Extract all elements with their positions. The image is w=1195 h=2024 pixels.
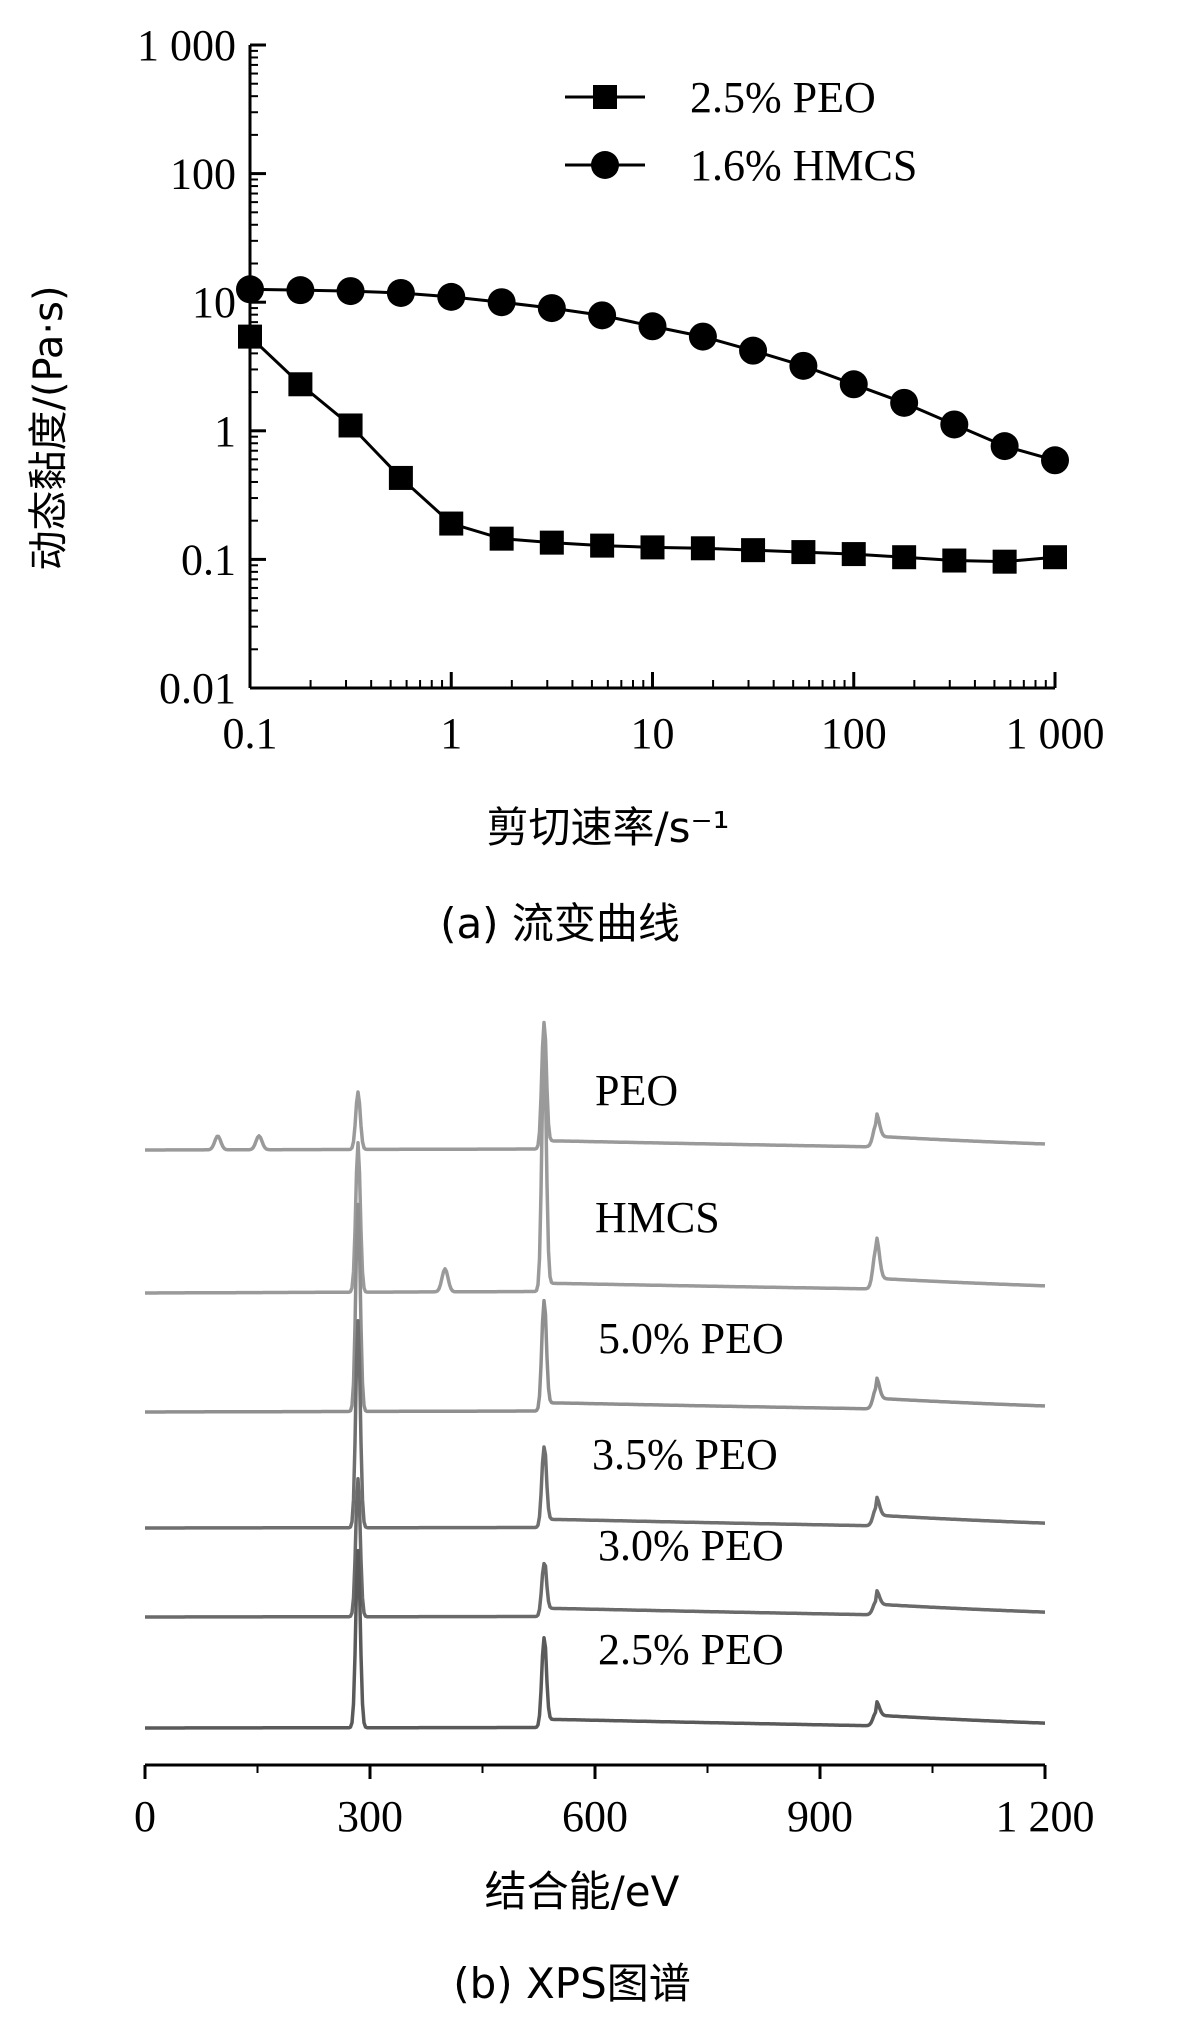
data-point-circle	[537, 294, 566, 323]
data-point-circle	[638, 312, 667, 341]
data-point-square	[741, 538, 766, 563]
data-point-square	[690, 536, 715, 561]
xps-spectrum-line	[144, 1548, 1046, 1730]
data-point-square	[892, 545, 917, 570]
data-point-square	[439, 511, 464, 536]
rheology-caption: (a) 流变曲线	[440, 899, 680, 948]
rheology-y-tick-label: 1 000	[137, 21, 236, 70]
xps-spectra	[144, 1020, 1046, 1730]
legend-circle-marker	[591, 151, 619, 179]
legend-square-marker	[593, 85, 617, 109]
data-point-circle	[1041, 446, 1069, 475]
xps-spectrum-label: 3.5% PEO	[592, 1430, 778, 1479]
rheology-y-axis-label: 动态黏度/(Pa·s)	[26, 285, 72, 570]
data-point-square	[238, 324, 262, 349]
series-line-peo	[248, 335, 1056, 564]
xps-caption: (b) XPS图谱	[453, 1959, 691, 2008]
rheology-legend: 2.5% PEO 1.6% HMCS	[565, 73, 917, 190]
data-point-circle	[940, 410, 969, 439]
data-point-circle	[386, 278, 415, 307]
rheology-y-tick-label: 100	[170, 150, 236, 199]
xps-x-tick-label: 0	[134, 1792, 156, 1841]
rheology-axes	[248, 43, 1057, 690]
data-point-square	[640, 535, 665, 560]
data-point-square	[388, 465, 413, 490]
xps-x-tick-label: 300	[337, 1792, 403, 1841]
rheology-y-tick-label: 1	[214, 407, 236, 456]
legend-label-peo: 2.5% PEO	[690, 73, 876, 122]
xps-spectrum-labels: PEO HMCS 5.0% PEO 3.5% PEO 3.0% PEO 2.5% PEO	[592, 1066, 784, 1674]
rheology-y-tick-label: 10	[192, 278, 236, 327]
xps-axes	[143, 1763, 1047, 1779]
data-point-square	[791, 540, 816, 565]
data-point-square	[590, 533, 615, 558]
data-point-circle	[890, 388, 919, 417]
rheology-y-tick-label: 0.01	[159, 664, 236, 713]
data-point-square	[942, 548, 967, 573]
xps-spectrum-line	[144, 1476, 1046, 1619]
rheology-series	[236, 275, 1069, 574]
xps-spectrum-label: 3.0% PEO	[598, 1521, 784, 1570]
data-point-circle	[286, 276, 315, 305]
data-point-square	[489, 526, 514, 551]
data-point-square	[539, 530, 564, 555]
xps-spectrum-label: HMCS	[595, 1193, 720, 1242]
rheology-x-tick-label: 100	[821, 709, 887, 758]
rheology-x-tick-label: 1	[440, 709, 462, 758]
rheology-x-tick-label: 10	[631, 709, 675, 758]
xps-spectrum-line	[144, 1048, 1046, 1295]
xps-spectrum-line	[144, 1318, 1046, 1530]
rheology-y-tick-label: 0.1	[181, 535, 236, 584]
xps-tick-labels: 0 300 600 900 1 200	[134, 1792, 1095, 1841]
rheology-x-axis-label: 剪切速率/s⁻¹	[486, 803, 729, 852]
xps-x-tick-label: 600	[562, 1792, 628, 1841]
xps-spectrum-label: 5.0% PEO	[598, 1314, 784, 1363]
xps-spectrum-line	[144, 1202, 1046, 1414]
data-point-square	[288, 372, 313, 397]
data-point-circle	[487, 288, 516, 317]
data-point-circle	[236, 275, 264, 304]
data-point-square	[338, 413, 363, 438]
data-point-circle	[588, 301, 617, 330]
legend-label-hmcs: 1.6% HMCS	[690, 141, 917, 190]
xps-x-axis-label: 结合能/eV	[485, 1867, 680, 1916]
data-point-square	[841, 542, 866, 567]
rheology-x-tick-label: 1 000	[1006, 709, 1105, 758]
data-point-circle	[336, 277, 365, 306]
data-point-circle	[839, 370, 868, 399]
data-point-circle	[789, 351, 818, 380]
xps-x-tick-label: 1 200	[996, 1792, 1095, 1841]
data-point-circle	[739, 336, 768, 365]
xps-spectrum-label: PEO	[595, 1066, 678, 1115]
data-point-circle	[688, 322, 717, 351]
data-point-square	[1043, 545, 1067, 570]
xps-spectrum-label: 2.5% PEO	[598, 1625, 784, 1674]
data-point-square	[992, 549, 1017, 574]
xps-x-tick-label: 900	[787, 1792, 853, 1841]
data-point-circle	[437, 282, 466, 311]
xps-spectrum-line	[144, 1020, 1046, 1152]
rheology-x-tick-label: 0.1	[223, 709, 278, 758]
data-point-circle	[990, 432, 1019, 461]
